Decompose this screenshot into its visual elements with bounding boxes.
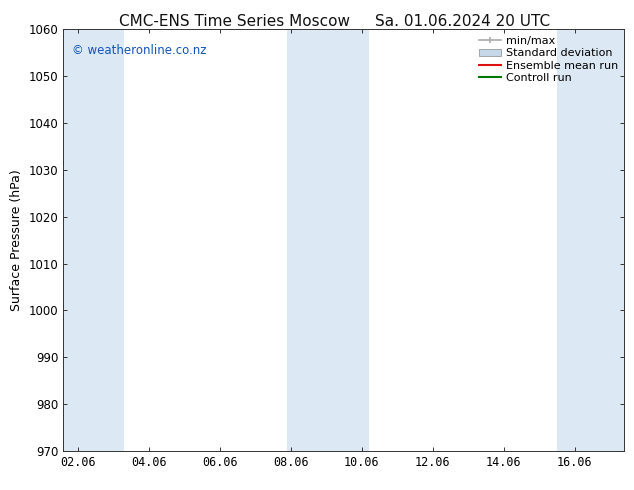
Text: © weatheronline.co.nz: © weatheronline.co.nz xyxy=(72,44,206,57)
Y-axis label: Surface Pressure (hPa): Surface Pressure (hPa) xyxy=(10,169,23,311)
Text: CMC-ENS Time Series Moscow: CMC-ENS Time Series Moscow xyxy=(119,14,350,29)
Bar xyxy=(287,29,369,451)
Text: Sa. 01.06.2024 20 UTC: Sa. 01.06.2024 20 UTC xyxy=(375,14,550,29)
Bar xyxy=(63,29,124,451)
Legend: min/max, Standard deviation, Ensemble mean run, Controll run: min/max, Standard deviation, Ensemble me… xyxy=(476,33,621,86)
Bar xyxy=(557,29,624,451)
